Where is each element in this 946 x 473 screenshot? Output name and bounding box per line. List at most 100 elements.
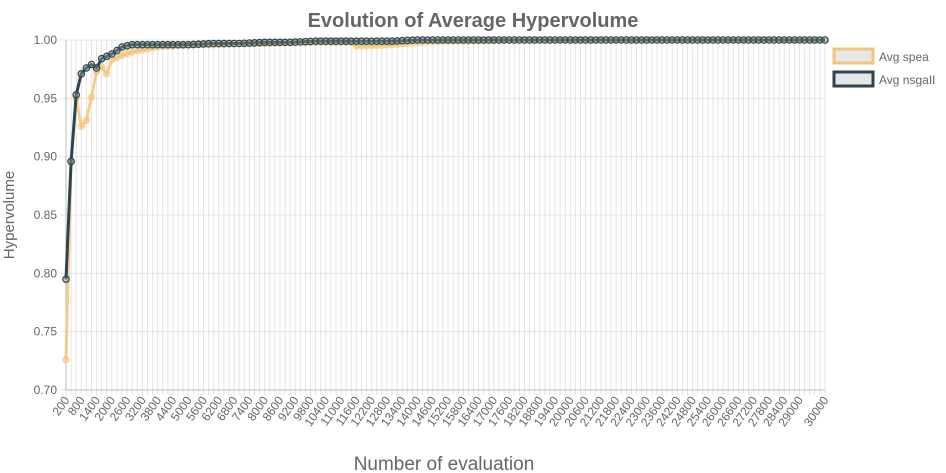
data-point [281, 38, 289, 47]
data-point [143, 40, 152, 49]
data-point [484, 36, 493, 44]
data-point [439, 36, 447, 44]
data-point [444, 36, 452, 44]
legend-item-nsgaii[interactable]: Avg nsgaII [832, 70, 935, 88]
series-line [64, 38, 825, 360]
data-point [342, 37, 350, 45]
legend-label-spea: Avg spea [879, 50, 929, 64]
data-point [108, 50, 116, 58]
data-point [724, 36, 733, 44]
data-point [780, 36, 789, 44]
data-point [82, 64, 91, 72]
data-point [739, 36, 748, 44]
data-point [67, 157, 75, 166]
data-point [541, 36, 549, 44]
data-point [525, 36, 534, 44]
data-point [500, 36, 508, 44]
data-point [454, 36, 463, 44]
legend-item-spea[interactable]: Avg spea [832, 47, 929, 65]
data-point [230, 39, 238, 48]
legend-swatch-nsgaii [832, 70, 875, 88]
data-point [709, 36, 717, 44]
y-tick-label: 0.70 [34, 383, 58, 397]
data-point [148, 40, 157, 49]
series-layer [62, 36, 829, 364]
data-point [62, 275, 70, 283]
data-point [520, 36, 529, 44]
data-point [352, 37, 361, 45]
data-point [704, 36, 712, 44]
data-point [800, 36, 809, 44]
data-point [276, 38, 284, 47]
y-axis-title: Hypervolume [1, 171, 18, 259]
data-point [597, 36, 605, 44]
data-point [474, 36, 483, 44]
data-point [92, 64, 101, 72]
data-point [678, 36, 687, 44]
data-point [602, 36, 610, 44]
data-point [367, 37, 376, 45]
y-tick-labels: 0.70 0.75 0.80 0.85 0.90 0.95 1.00 [34, 33, 58, 397]
data-point [260, 38, 269, 47]
data-point [169, 40, 177, 49]
data-point [734, 36, 743, 44]
data-point [561, 36, 570, 44]
data-point [765, 36, 773, 44]
data-point [811, 36, 819, 44]
data-point [642, 36, 651, 44]
data-point [469, 36, 478, 44]
data-point [668, 36, 676, 44]
data-point [535, 36, 544, 44]
y-tick-label: 0.90 [34, 150, 58, 164]
data-point [546, 36, 554, 44]
data-point [658, 36, 666, 44]
data-point [372, 37, 381, 45]
data-point [434, 36, 442, 44]
series-line [64, 38, 825, 280]
data-point [749, 36, 758, 44]
data-point [714, 36, 722, 44]
data-point [158, 40, 167, 49]
data-point [113, 46, 121, 55]
data-point [495, 36, 503, 44]
data-point [215, 39, 223, 48]
data-point [164, 40, 172, 49]
data-point [673, 36, 682, 44]
data-point [693, 36, 702, 44]
data-point [653, 36, 661, 44]
data-point [586, 36, 595, 44]
data-point [617, 36, 626, 44]
data-point [413, 36, 422, 44]
data-point [87, 93, 96, 101]
data-point [77, 70, 86, 78]
data-point [347, 37, 356, 45]
data-point [459, 36, 468, 44]
chart-title: Evolution of Average Hypervolume [308, 10, 639, 32]
data-point [337, 37, 345, 45]
data-point [770, 36, 778, 44]
data-point [271, 38, 279, 47]
data-point [744, 36, 753, 44]
data-point [551, 36, 559, 44]
data-point [688, 36, 697, 44]
data-point [754, 36, 763, 44]
data-point [663, 36, 671, 44]
data-point [479, 36, 488, 44]
data-point [220, 39, 228, 48]
legend-swatch-spea [832, 47, 875, 65]
data-point [729, 36, 738, 44]
legend-label-nsgaii: Avg nsgaII [879, 73, 935, 87]
data-point [622, 36, 631, 44]
x-axis-title: Number of evaluation [354, 454, 535, 473]
data-point [627, 36, 636, 44]
data-point [265, 38, 274, 47]
data-point [571, 36, 580, 44]
data-point [102, 70, 111, 78]
y-tick-label: 0.75 [34, 325, 58, 339]
data-point [62, 355, 70, 364]
y-tick-label: 0.80 [34, 266, 58, 280]
x-tick-label: 30000 [801, 393, 832, 429]
data-point [316, 37, 325, 45]
data-point [683, 36, 692, 44]
data-point [327, 37, 335, 45]
